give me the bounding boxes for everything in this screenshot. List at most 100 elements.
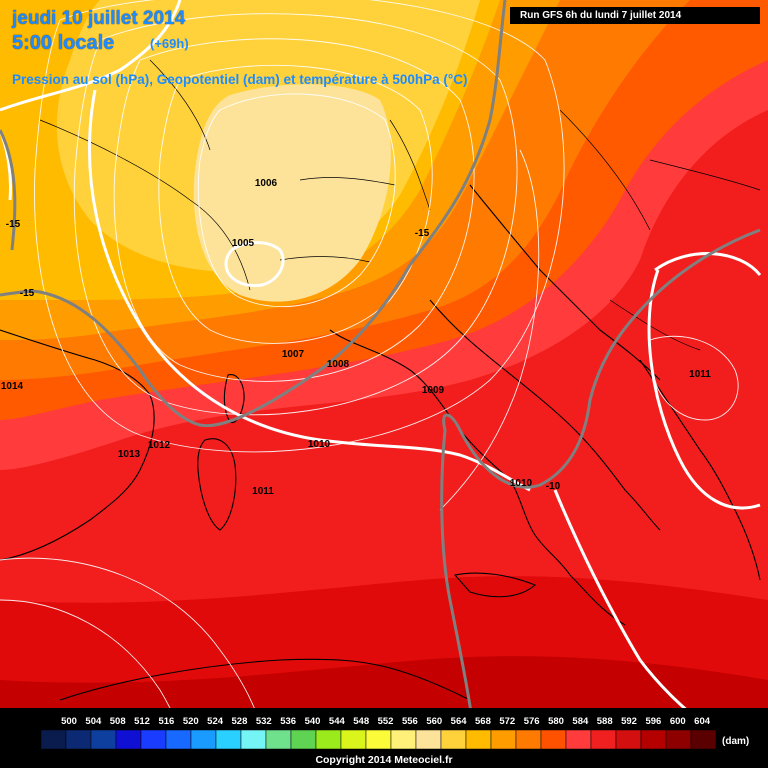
- legend-tick-label: 580: [548, 716, 564, 727]
- legend-swatch: [690, 729, 717, 750]
- copyright-notice: Copyright 2014 Meteociel.fr: [315, 754, 453, 766]
- legend-tick-label: 548: [353, 716, 369, 727]
- isotherm-label: -15: [6, 219, 21, 230]
- isobar-label: 1010: [308, 439, 331, 450]
- legend-swatch: [365, 729, 392, 750]
- legend-tick-label: 568: [475, 716, 491, 727]
- legend-tick-label: 536: [280, 716, 296, 727]
- coast-adriatic-east: [469, 184, 661, 381]
- geopotential-contour: [197, 93, 396, 308]
- legend-swatch: [215, 729, 242, 750]
- coast-italy-east: [429, 299, 661, 531]
- legend-tick-label: 564: [451, 716, 468, 727]
- geopotential-contours: [0, 0, 739, 746]
- legend-swatch: [515, 729, 542, 750]
- legend-tick-label: 596: [645, 716, 661, 727]
- legend-swatch: [165, 729, 192, 750]
- legend-tick-label: 516: [158, 716, 174, 727]
- isobar-label: 1011: [689, 369, 711, 380]
- border-alps: [279, 119, 431, 263]
- legend-swatch: [190, 729, 217, 750]
- legend-swatch: [415, 729, 442, 750]
- legend-swatch: [540, 729, 567, 750]
- legend-tick-label: 532: [256, 716, 272, 727]
- forecast-lead-time: (+69h): [150, 36, 189, 51]
- legend-tick-label: 552: [378, 716, 394, 727]
- isotherm-label: -10: [546, 481, 561, 492]
- legend-swatch: [565, 729, 592, 750]
- geopotential-contour: [439, 149, 540, 511]
- isobar-label: 1013: [118, 449, 141, 460]
- isobar-label: 1014: [1, 381, 24, 392]
- legend-swatch: [240, 729, 267, 750]
- model-run-info: Run GFS 6h du lundi 7 juillet 2014: [510, 7, 760, 24]
- legend-swatch: [615, 729, 642, 750]
- legend-tick-label: 540: [305, 716, 321, 727]
- isobar-labels: 1006 1005 1007 1008 1009 1010 1010 1011 …: [1, 178, 711, 497]
- isotherm-minus15: [0, 129, 17, 251]
- legend-tick-label: 504: [85, 716, 102, 727]
- legend-tick-label: 572: [499, 716, 515, 727]
- isobar-label: 1009: [422, 385, 445, 396]
- legend-swatch: [590, 729, 617, 750]
- legend-tick-label: 576: [524, 716, 540, 727]
- legend-swatch: [315, 729, 342, 750]
- legend-tick-label: 560: [426, 716, 442, 727]
- isobar-label: 1006: [255, 178, 278, 189]
- legend-tick-label: 512: [134, 716, 150, 727]
- isobar-label: 1007: [282, 349, 305, 360]
- legend-swatch: [665, 729, 692, 750]
- isotherm-labels: -15 -15 -15 -10: [6, 219, 561, 492]
- legend-tick-label: 556: [402, 716, 418, 727]
- isobar-label: 1012: [148, 440, 171, 451]
- legend-swatch: [390, 729, 417, 750]
- legend-tick-label: 592: [621, 716, 637, 727]
- geopotential-contour: [158, 64, 433, 344]
- isobar-label: 1010: [510, 478, 533, 489]
- isobar-1010: [0, 0, 531, 492]
- legend-tick-label: 544: [329, 716, 346, 727]
- legend-tick-label: 588: [597, 716, 613, 727]
- legend-tick-label: 584: [572, 716, 589, 727]
- forecast-date: jeudi 10 juillet 2014: [12, 8, 186, 29]
- geopotential-contour: [113, 38, 475, 382]
- legend-tick-label: 528: [232, 716, 248, 727]
- geopotential-contour: [73, 13, 518, 416]
- coast-sardinia: [197, 438, 237, 531]
- border-france: [39, 59, 251, 291]
- legend-tick-label: 508: [110, 716, 126, 727]
- forecast-time: 5:00 locale: [12, 32, 115, 54]
- border-balkans: [559, 109, 761, 351]
- legend-swatch: [65, 729, 92, 750]
- map-description: Pression au sol (hPa), Geopotentiel (dam…: [12, 72, 468, 87]
- isobar-label: 1008: [327, 359, 350, 370]
- isobar-label: 1011: [252, 486, 274, 497]
- isotherm-label: -15: [415, 228, 430, 239]
- isotherm-label: -15: [20, 288, 35, 299]
- legend-tick-label: 600: [670, 716, 686, 727]
- legend-swatch: [440, 729, 467, 750]
- legend-swatch: [490, 729, 517, 750]
- coast-africa: [59, 658, 471, 701]
- legend-tick-label: 500: [61, 716, 77, 727]
- isotherm-minus15: [0, 0, 507, 428]
- legend-scale: 500 504 508 512 516 520 524 528 532 536 540 544 548 5…: [40, 716, 717, 750]
- legend-swatch: [640, 729, 667, 750]
- legend-tick-label: 604: [694, 716, 711, 727]
- isobar-label: 1005: [232, 238, 255, 249]
- legend-swatch: [40, 729, 67, 750]
- legend-swatch: [290, 729, 317, 750]
- legend-tick-label: 524: [207, 716, 224, 727]
- geopotential-contour: [649, 335, 739, 421]
- legend-swatch: [465, 729, 492, 750]
- coast-sicily: [453, 572, 537, 598]
- legend-swatch: [265, 729, 292, 750]
- colour-legend: 500 504 508 512 516 520 524 528 532 536 540 544 548 5…: [0, 708, 768, 768]
- isotherms: [0, 0, 761, 741]
- isobars: [0, 0, 762, 742]
- legend-unit: (dam): [722, 736, 750, 747]
- isobar-1005: [224, 241, 285, 288]
- field-band-pale: [193, 84, 391, 302]
